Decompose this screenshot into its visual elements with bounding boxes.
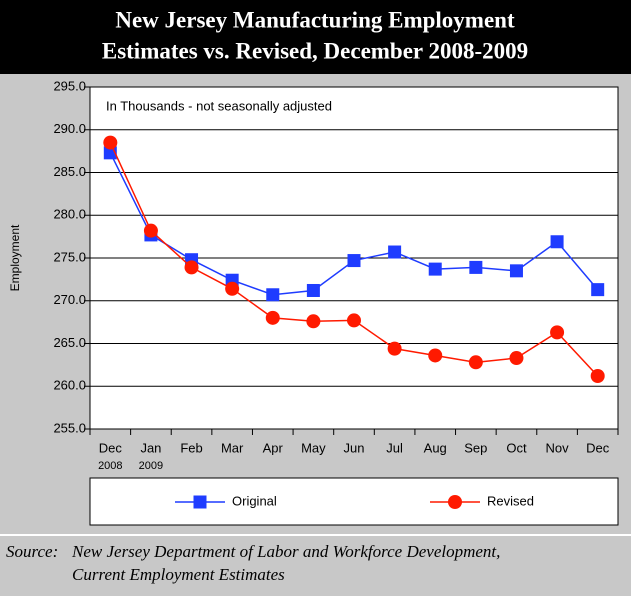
- source-text: Current Employment Estimates: [72, 565, 285, 584]
- y-axis-label: Employment: [8, 224, 22, 291]
- legend: [89, 477, 619, 526]
- point: [387, 341, 402, 356]
- x-tick-label: Apr: [263, 440, 284, 455]
- x-tick-label: Dec: [99, 440, 123, 455]
- y-tick-label: 280.0: [53, 207, 86, 222]
- point: [143, 223, 158, 238]
- y-tick-label: 285.0: [53, 164, 86, 179]
- x-tick-label: Feb: [180, 440, 202, 455]
- chart-title: Estimates vs. Revised, December 2008-200…: [102, 38, 528, 63]
- x-tick-label: May: [301, 440, 326, 455]
- point: [266, 288, 280, 302]
- x-tick-label: Oct: [506, 440, 527, 455]
- y-tick-label: 295.0: [53, 78, 86, 93]
- x-year-label: 2009: [139, 460, 163, 472]
- point: [103, 135, 118, 150]
- x-tick-label: Mar: [221, 440, 244, 455]
- source-text: New Jersey Department of Labor and Workf…: [71, 542, 500, 561]
- legend-label: Original: [232, 493, 277, 508]
- point: [550, 235, 564, 249]
- x-tick-label: Dec: [586, 440, 610, 455]
- x-tick-label: Jun: [344, 440, 365, 455]
- point: [184, 260, 199, 275]
- point: [388, 245, 402, 259]
- point: [428, 262, 442, 276]
- point: [591, 283, 605, 297]
- x-tick-label: Sep: [464, 440, 487, 455]
- y-tick-label: 290.0: [53, 121, 86, 136]
- y-tick-label: 265.0: [53, 335, 86, 350]
- y-tick-label: 275.0: [53, 249, 86, 264]
- plot-border: [89, 86, 619, 430]
- point: [347, 313, 361, 328]
- x-tick-label: Nov: [546, 440, 570, 455]
- y-tick-label: 255.0: [53, 420, 86, 435]
- x-tick-label: Jul: [386, 440, 403, 455]
- point: [265, 310, 280, 325]
- point: [469, 260, 483, 274]
- y-tick-label: 270.0: [53, 292, 86, 307]
- annotation: In Thousands - not seasonally adjusted: [106, 98, 332, 113]
- point: [225, 281, 240, 296]
- point: [306, 314, 321, 329]
- point: [468, 355, 483, 370]
- x-tick-label: Jan: [140, 440, 161, 455]
- x-year-label: 2008: [98, 460, 122, 472]
- legend-label: Revised: [487, 493, 534, 508]
- x-tick-label: Aug: [424, 440, 447, 455]
- point: [509, 264, 523, 278]
- point: [590, 368, 605, 383]
- title-bar: [0, 0, 631, 74]
- point: [347, 254, 361, 268]
- point: [448, 495, 462, 509]
- point: [428, 348, 443, 363]
- source-label: Source:: [6, 542, 58, 561]
- point: [550, 325, 565, 340]
- y-tick-label: 260.0: [53, 378, 86, 393]
- point: [193, 495, 207, 509]
- point: [509, 351, 524, 366]
- chart-title: New Jersey Manufacturing Employment: [115, 7, 515, 32]
- point: [306, 283, 320, 297]
